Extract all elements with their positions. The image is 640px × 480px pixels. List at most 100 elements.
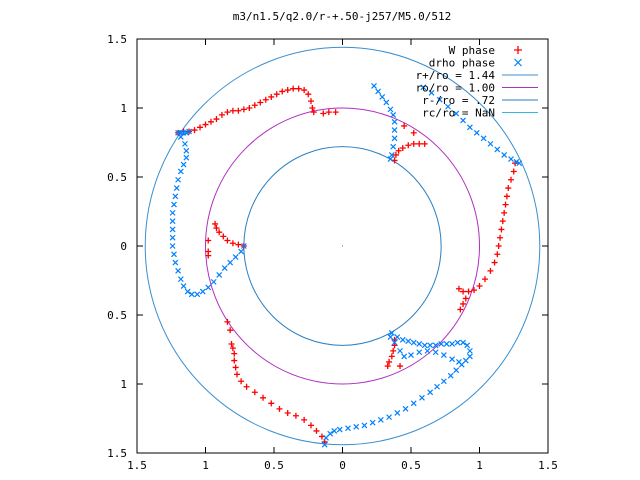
w-phase-point [309, 105, 316, 111]
drho-phase-point [394, 410, 401, 416]
x-tick-label: 0.5 [401, 459, 421, 472]
legend-cross-symbol [514, 58, 522, 67]
legend-label: rc/ro = NaN [422, 107, 495, 120]
w-phase-point [421, 140, 428, 147]
drho-phase-point [494, 146, 501, 153]
w-phase-point [243, 383, 250, 390]
w-phase-point [310, 109, 317, 116]
w-phase-point [457, 306, 464, 313]
drho-phase-point [453, 367, 460, 374]
w-phase-point [495, 243, 502, 249]
drho-phase-point [436, 96, 443, 103]
drho-phase-point [321, 441, 328, 448]
drho-phase-point [172, 259, 179, 266]
drho-phase-point [387, 106, 394, 113]
drho-phase-point [171, 251, 177, 258]
w-phase-point [465, 288, 472, 295]
w-phase-point [410, 129, 417, 136]
drho-phase-point [432, 342, 439, 349]
w-phase-point [388, 353, 395, 360]
w-phase-point [305, 91, 312, 98]
w-phase-point [229, 345, 236, 352]
origin-dot [341, 245, 344, 247]
drho-phase-point [388, 151, 395, 158]
drho-phase-point [387, 334, 394, 341]
drho-phase-point [388, 330, 395, 336]
drho-phase-point [175, 176, 182, 183]
drho-phase-point [183, 154, 190, 161]
drho-phase-point [419, 394, 425, 401]
w-phase-point [508, 176, 515, 183]
drho-phase-point [171, 201, 177, 208]
w-phase-point [320, 110, 327, 117]
drho-phase-point [410, 339, 417, 346]
y-tick-label: 1.5 [107, 33, 127, 46]
drho-phase-point [383, 99, 390, 106]
w-phase-point [279, 88, 286, 95]
drho-phase-point [184, 288, 191, 295]
drho-phase-point [353, 423, 360, 430]
drho-phase-point [460, 339, 466, 346]
w-phase-point [197, 124, 204, 131]
w-phase-point [476, 283, 483, 290]
drho-phase-point [169, 243, 176, 249]
w-phase-point [455, 285, 462, 292]
drho-phase-point [180, 161, 187, 168]
drho-phase-point [458, 361, 465, 368]
drho-phase-point [210, 278, 217, 285]
drho-phase-point [240, 243, 247, 249]
w-phase-point [313, 427, 320, 434]
legend-label: r+/ro = 1.44 [416, 69, 496, 82]
x-tick-label: 1 [476, 459, 483, 472]
drho-phase-point [386, 414, 393, 421]
w-phase-point [205, 237, 212, 244]
w-phase-point [397, 363, 404, 370]
w-phase-point [213, 225, 220, 232]
drho-phase-point [169, 218, 176, 225]
w-phase-point [501, 209, 508, 216]
drho-phase-point [371, 82, 377, 89]
w-phase-point [503, 193, 510, 200]
drho-phase-point [188, 291, 195, 298]
w-phase-point [268, 400, 275, 407]
drho-phase-point [466, 124, 473, 131]
drho-phase-point [424, 347, 431, 354]
drho-phase-point [516, 160, 523, 167]
drho-phase-point [487, 140, 494, 147]
x-tick-label: 1.5 [127, 459, 147, 472]
w-phase-point [487, 267, 494, 274]
drho-phase-point [391, 339, 398, 346]
w-phase-point [301, 87, 308, 94]
drho-phase-point [473, 129, 480, 136]
drho-phase-point [501, 151, 508, 158]
w-phase-point [276, 405, 283, 412]
tick-labels: 1.5 1 0.5 0 0.5 1 1.51.510.500.511.5 [107, 33, 558, 472]
w-phase-point [405, 142, 412, 149]
drho-phase-point [391, 118, 398, 125]
w-phase-point [240, 106, 247, 113]
w-phase-point [481, 276, 488, 283]
circle-rro [144, 46, 541, 446]
w-phase-point [471, 287, 478, 294]
drho-phase-point [434, 383, 440, 390]
w-phase-point [234, 371, 241, 378]
drho-phase-point [408, 352, 414, 358]
w-phase-point [216, 229, 223, 236]
drho-phase-point [391, 135, 398, 142]
w-phase-point [290, 85, 297, 92]
drho-phase-point [453, 110, 460, 117]
drho-phase-point [369, 419, 376, 426]
drho-phase-point [194, 291, 201, 298]
w-phase-point [224, 109, 231, 116]
y-tick-label: 1 [120, 378, 127, 391]
w-phase-point [295, 85, 302, 92]
w-phase-point [497, 234, 504, 241]
w-phase-point [273, 91, 280, 98]
drho-phase-point [427, 342, 434, 349]
w-phase-point [460, 288, 467, 295]
y-tick-label: 1 [120, 102, 127, 115]
w-phase-point [251, 389, 258, 396]
drho-phase-point [460, 117, 466, 124]
